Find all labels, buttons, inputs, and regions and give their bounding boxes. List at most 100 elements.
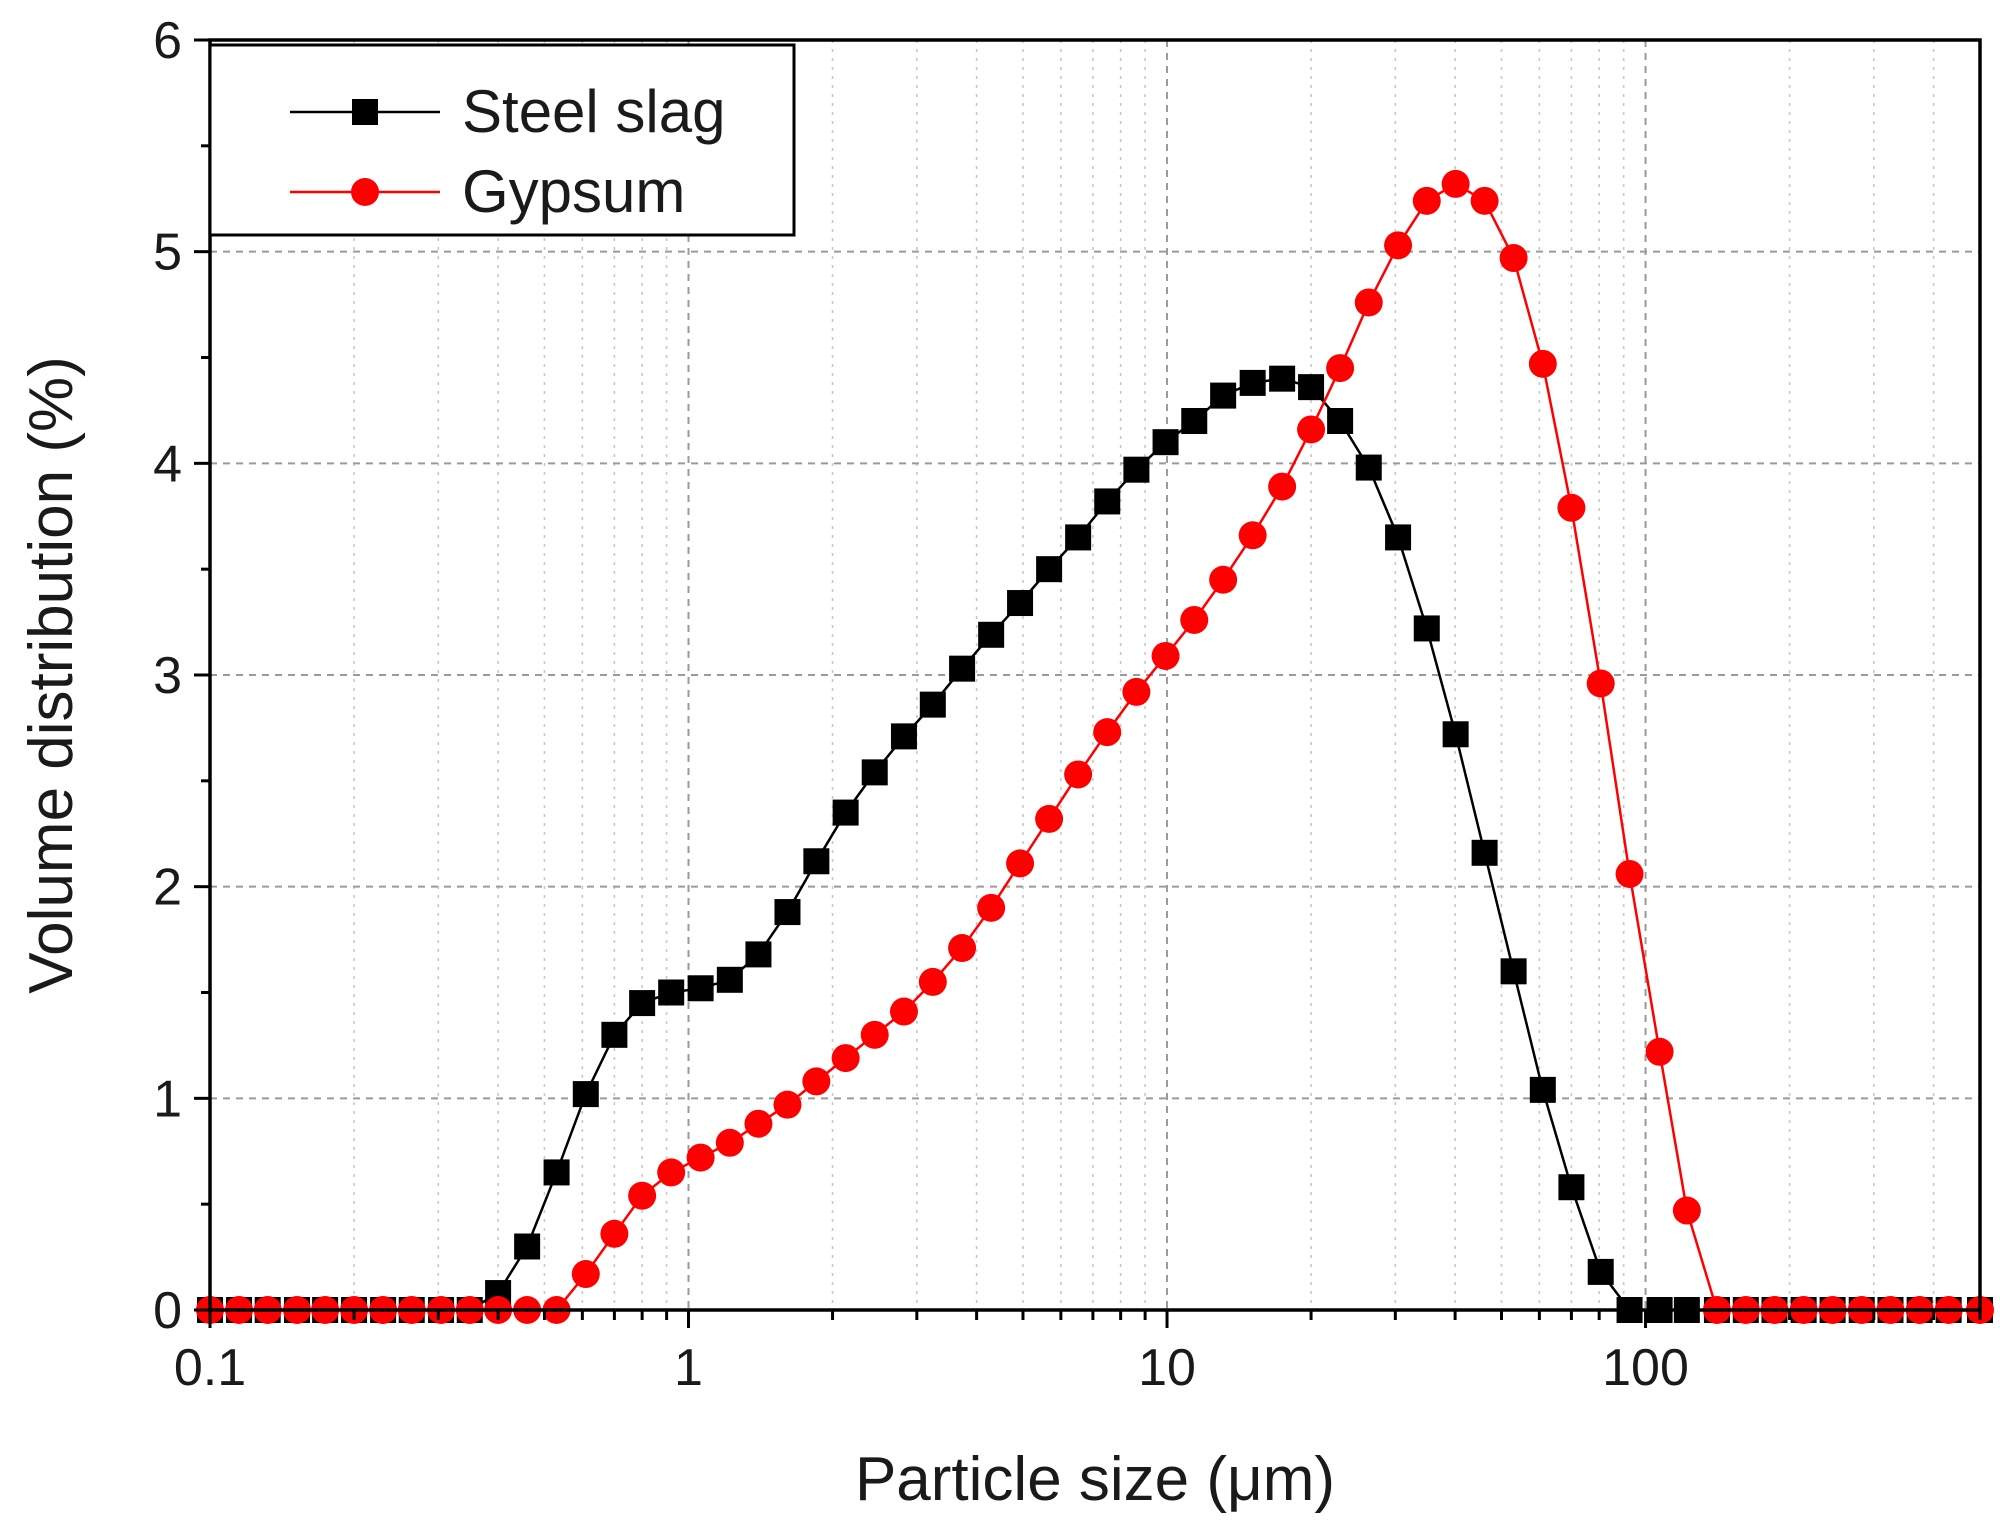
data-point-steel-slag [1239,369,1266,396]
series-line-gypsum [210,182,1980,1312]
data-point-gypsum [1151,641,1180,670]
data-point-steel-slag [1442,721,1469,748]
data-point-steel-slag [1210,382,1237,409]
data-point-steel-slag [890,723,917,750]
data-point-steel-slag [832,799,859,826]
data-point-gypsum [600,1219,629,1248]
data-point-steel-slag [1385,524,1412,551]
data-point-gypsum [1384,231,1413,260]
data-point-steel-slag [658,979,685,1006]
y-tick-label: 3 [153,647,182,705]
data-point-steel-slag [1181,408,1208,434]
data-point-gypsum [1645,1037,1674,1066]
data-point-steel-slag [514,1233,541,1260]
data-point-gypsum [571,1260,600,1289]
data-point-steel-slag [919,691,946,718]
y-tick-label: 6 [153,12,182,70]
legend-item-steel-slag: Steel slag [290,78,726,145]
data-point-gypsum [1209,565,1238,594]
data-point-steel-slag [1558,1174,1585,1201]
data-point-gypsum [948,934,977,963]
data-point-steel-slag [1065,524,1092,551]
y-tick-label: 4 [153,435,182,493]
data-point-gypsum [1354,288,1383,317]
grid-lines [210,40,1980,1310]
data-point-gypsum [1470,186,1499,215]
series-steel-slag [197,365,1993,1323]
data-point-steel-slag [1355,454,1382,481]
data-point-gypsum [1326,354,1355,383]
data-point-gypsum [860,1020,889,1049]
data-point-steel-slag [1298,374,1325,401]
data-point-steel-slag [1413,615,1440,642]
data-point-steel-slag [949,655,976,682]
data-point-steel-slag [687,975,714,1002]
y-tick-label: 2 [153,859,182,917]
data-point-gypsum [1412,186,1441,215]
legend: Steel slag Gypsum [208,43,796,237]
series-gypsum [196,169,1994,1324]
data-point-steel-slag [1327,408,1354,434]
data-point-gypsum [1006,849,1035,878]
x-tick-label: 1 [674,1339,703,1397]
data-point-gypsum [686,1143,715,1172]
data-point-steel-slag [1094,488,1121,515]
data-point-steel-slag [1587,1258,1614,1285]
data-point-steel-slag [978,621,1005,648]
data-point-steel-slag [774,899,801,926]
data-point-steel-slag [1123,456,1150,483]
data-point-steel-slag [1471,839,1498,866]
axes: 0.1 1 10 100 0 1 2 3 4 5 6 [153,12,1982,1397]
data-point-steel-slag [716,966,743,993]
legend-box [208,43,796,237]
data-point-steel-slag [1007,590,1034,617]
data-point-steel-slag [1269,365,1296,392]
data-point-gypsum [744,1109,773,1138]
legend-label-gypsum: Gypsum [462,158,685,225]
data-point-steel-slag [1036,556,1063,583]
data-point-gypsum [1586,669,1615,698]
data-point-gypsum [1180,605,1209,634]
y-axis-title: Volume distribution (%) [17,356,86,994]
data-point-steel-slag [543,1159,570,1186]
y-tick-label: 5 [153,224,182,282]
data-point-gypsum [773,1090,802,1119]
legend-label-steel-slag: Steel slag [462,78,726,145]
x-tick-label: 100 [1602,1339,1689,1397]
data-point-gypsum [1528,349,1557,378]
data-point-gypsum [1122,677,1151,706]
data-point-steel-slag [803,848,830,875]
data-point-gypsum [889,997,918,1026]
data-point-gypsum [1268,472,1297,501]
y-tick-label: 0 [153,1282,182,1340]
data-point-gypsum [1672,1196,1701,1225]
data-point-gypsum [628,1181,657,1210]
data-point-gypsum [1557,493,1586,522]
series-line-steel-slag [210,377,1980,1312]
data-point-steel-slag [745,941,772,968]
data-point-steel-slag [629,990,656,1017]
legend-item-gypsum: Gypsum [290,158,685,225]
data-point-gypsum [918,967,947,996]
legend-marker-steel-slag [352,99,378,125]
data-point-steel-slag [861,759,888,786]
x-axis-title: Particle size (μm) [855,1445,1335,1514]
data-point-gypsum [1297,415,1326,444]
legend-marker-gypsum [351,178,379,206]
series-layer [196,169,1994,1324]
x-tick-label: 10 [1138,1339,1196,1397]
data-point-steel-slag [1500,958,1527,985]
data-point-gypsum [1064,760,1093,789]
data-point-gypsum [657,1158,686,1187]
data-point-steel-slag [572,1081,599,1108]
data-point-steel-slag [1152,429,1179,456]
data-point-gypsum [831,1044,860,1073]
data-point-gypsum [715,1128,744,1157]
data-point-gypsum [1035,804,1064,833]
data-point-gypsum [1441,169,1470,198]
data-point-steel-slag [1529,1076,1556,1103]
data-point-gypsum [1093,718,1122,747]
data-point-gypsum [1615,859,1644,888]
data-point-gypsum [1238,521,1267,550]
